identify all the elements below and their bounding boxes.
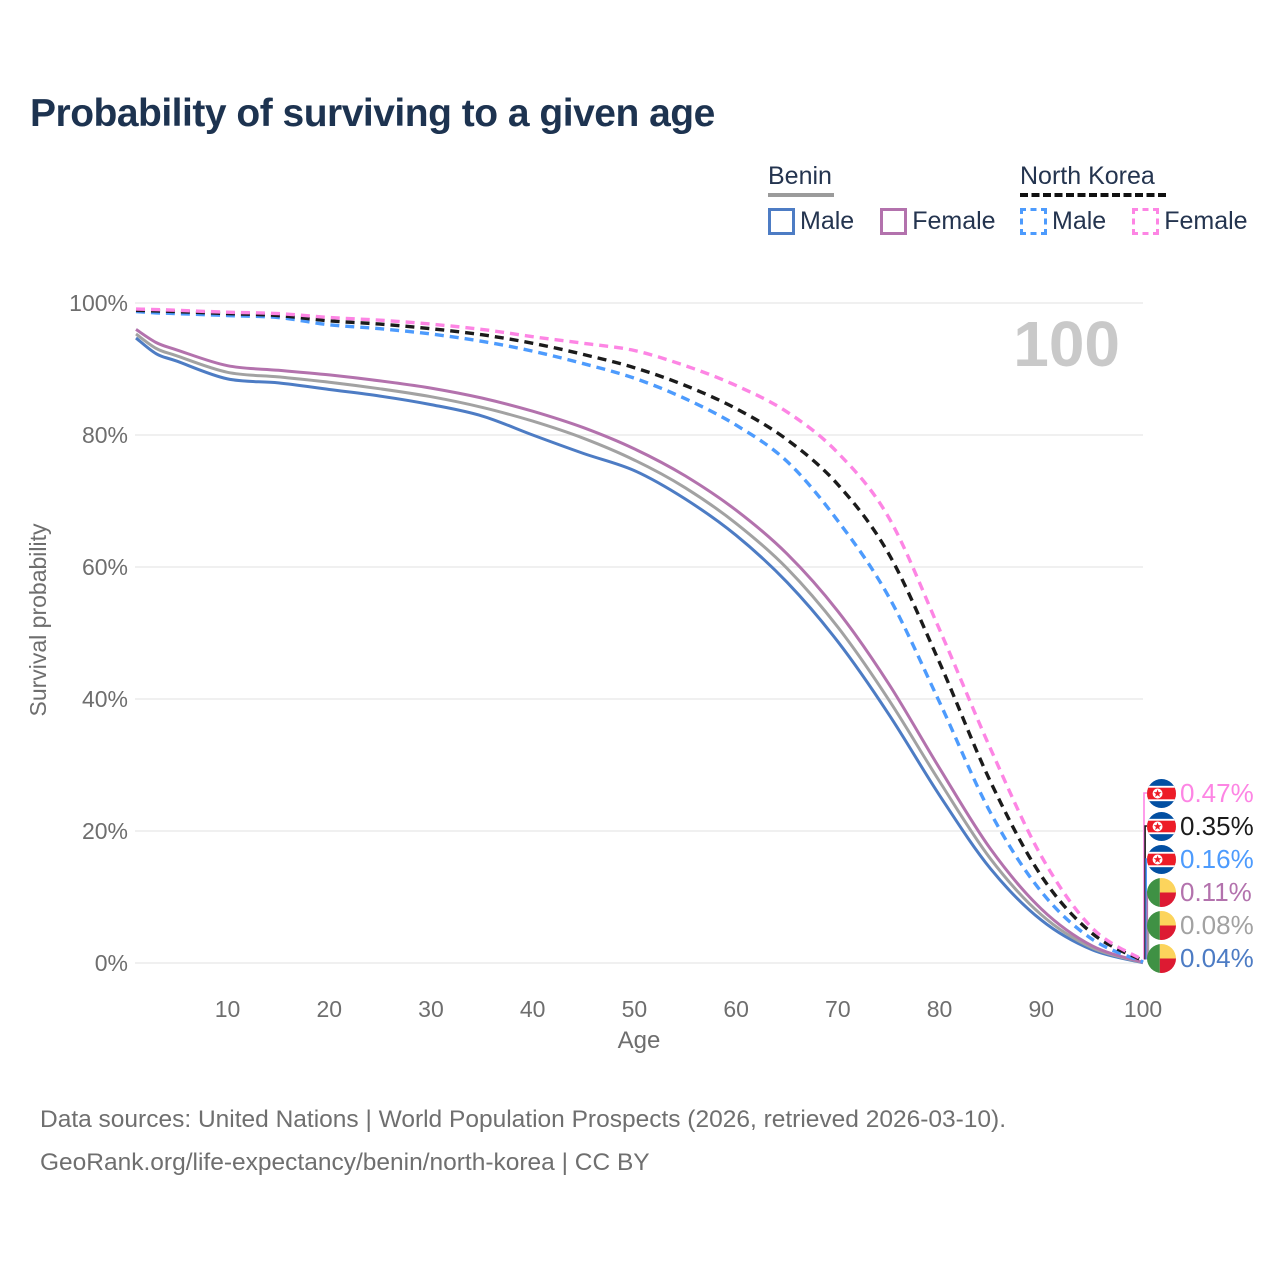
legend-country-label-north-korea: North Korea <box>1020 162 1155 190</box>
legend-item-label: Female <box>912 207 996 235</box>
page-title: Probability of surviving to a given age <box>30 92 715 135</box>
end-label-nk_female[interactable]: 0.47% <box>1147 778 1254 808</box>
end-label-benin_all[interactable]: 0.08% <box>1147 910 1254 940</box>
x-axis-tick: 60 <box>723 996 749 1022</box>
series-line-nk_all[interactable] <box>135 308 1144 963</box>
legend-item-benin-male[interactable]: Male <box>768 207 854 236</box>
legend-item-label: Male <box>1052 207 1107 235</box>
series-line-benin_male[interactable] <box>135 336 1144 965</box>
x-axis-tick: 100 <box>1124 996 1162 1022</box>
y-axis-tick: 0% <box>95 950 128 976</box>
legend-item-benin-female[interactable]: Female <box>880 207 996 236</box>
y-axis-tick: 100% <box>69 290 128 316</box>
legend-group-benin: Benin Male Female <box>768 163 1022 236</box>
x-axis-tick: 20 <box>316 996 342 1022</box>
series-line-nk_female[interactable] <box>135 307 1144 962</box>
north-korea-line-style-sample <box>1020 193 1166 197</box>
legend-group-north-korea: North Korea Male Female <box>1020 163 1274 236</box>
north-korea-male-swatch <box>1020 208 1047 235</box>
north-korea-female-swatch <box>1132 208 1160 235</box>
north-korea-flag-icon <box>1147 811 1176 841</box>
y-axis-title: Survival probability <box>25 523 51 717</box>
legend-item-label: Female <box>1164 207 1248 235</box>
y-axis-tick: 20% <box>82 818 128 844</box>
x-axis-tick: 90 <box>1028 996 1054 1022</box>
x-axis-title: Age <box>618 1027 661 1054</box>
benin-flag-icon <box>1147 877 1176 907</box>
x-axis-tick: 30 <box>418 996 444 1022</box>
benin-line-style-sample <box>768 193 834 197</box>
data-source-note: Data sources: United Nations | World Pop… <box>40 1106 1007 1133</box>
legend-item-north-korea-female[interactable]: Female <box>1132 207 1248 236</box>
end-value-label: 0.08% <box>1180 910 1254 940</box>
series-line-benin_female[interactable] <box>135 328 1144 964</box>
x-axis-tick: 40 <box>520 996 546 1022</box>
end-value-label: 0.04% <box>1180 943 1254 973</box>
y-axis-tick: 40% <box>82 686 128 712</box>
end-label-nk_all[interactable]: 0.35% <box>1147 811 1254 841</box>
x-axis-tick: 50 <box>622 996 648 1022</box>
y-axis-tick: 60% <box>82 554 128 580</box>
x-axis-tick: 10 <box>215 996 241 1022</box>
end-value-label: 0.47% <box>1180 778 1254 808</box>
benin-male-swatch <box>768 208 795 235</box>
series-line-nk_male[interactable] <box>135 309 1144 964</box>
attribution-note: GeoRank.org/life-expectancy/benin/north-… <box>40 1149 650 1176</box>
end-label-benin_female[interactable]: 0.11% <box>1147 877 1252 907</box>
y-axis-tick: 80% <box>82 422 128 448</box>
north-korea-flag-icon <box>1147 778 1176 808</box>
end-value-label: 0.35% <box>1180 811 1254 841</box>
x-axis-tick: 70 <box>825 996 851 1022</box>
series-line-benin_all[interactable] <box>135 332 1144 964</box>
benin-flag-icon <box>1147 943 1176 973</box>
legend-item-label: Male <box>800 207 855 235</box>
north-korea-flag-icon <box>1147 844 1176 874</box>
watermark-age-100: 100 <box>1013 308 1120 380</box>
end-label-nk_male[interactable]: 0.16% <box>1147 844 1254 874</box>
end-label-benin_male[interactable]: 0.04% <box>1147 943 1254 973</box>
end-value-label: 0.16% <box>1180 844 1254 874</box>
legend-item-north-korea-male[interactable]: Male <box>1020 207 1106 236</box>
x-axis-tick: 80 <box>927 996 953 1022</box>
benin-flag-icon <box>1147 910 1176 940</box>
benin-female-swatch <box>880 208 908 235</box>
end-value-label: 0.11% <box>1180 877 1252 907</box>
legend-country-label-benin: Benin <box>768 162 832 190</box>
footer: Data sources: United Nations | World Pop… <box>40 1106 1006 1192</box>
